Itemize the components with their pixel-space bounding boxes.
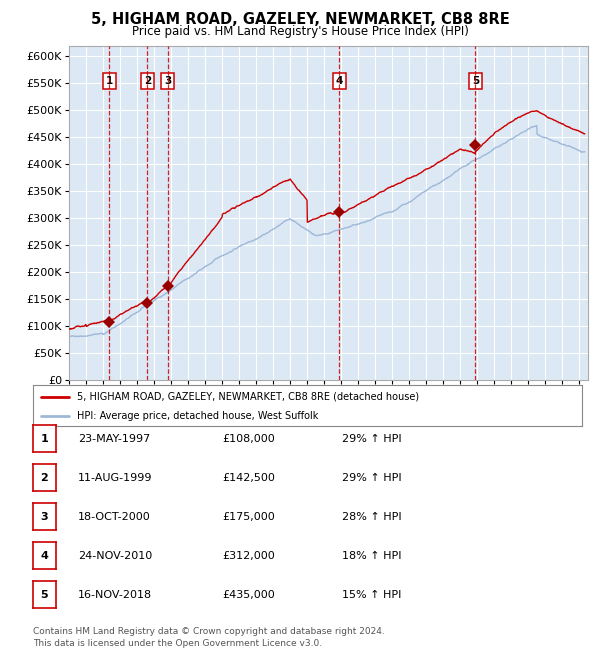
Text: 5, HIGHAM ROAD, GAZELEY, NEWMARKET, CB8 8RE: 5, HIGHAM ROAD, GAZELEY, NEWMARKET, CB8 … <box>91 12 509 27</box>
Text: 18-OCT-2000: 18-OCT-2000 <box>78 512 151 522</box>
Text: 29% ↑ HPI: 29% ↑ HPI <box>342 473 401 483</box>
Text: 3: 3 <box>41 512 48 522</box>
Text: 11-AUG-1999: 11-AUG-1999 <box>78 473 152 483</box>
Text: 5, HIGHAM ROAD, GAZELEY, NEWMARKET, CB8 8RE (detached house): 5, HIGHAM ROAD, GAZELEY, NEWMARKET, CB8 … <box>77 392 419 402</box>
Text: 4: 4 <box>40 551 49 561</box>
Text: 1: 1 <box>106 75 113 86</box>
Text: 5: 5 <box>472 75 479 86</box>
Text: 24-NOV-2010: 24-NOV-2010 <box>78 551 152 561</box>
Text: 15% ↑ HPI: 15% ↑ HPI <box>342 590 401 600</box>
Text: 18% ↑ HPI: 18% ↑ HPI <box>342 551 401 561</box>
Text: 29% ↑ HPI: 29% ↑ HPI <box>342 434 401 444</box>
Text: 2: 2 <box>41 473 48 483</box>
Text: 4: 4 <box>336 75 343 86</box>
Text: 3: 3 <box>164 75 171 86</box>
Text: £142,500: £142,500 <box>222 473 275 483</box>
Text: 1: 1 <box>41 434 48 444</box>
Text: £312,000: £312,000 <box>222 551 275 561</box>
Text: HPI: Average price, detached house, West Suffolk: HPI: Average price, detached house, West… <box>77 411 318 421</box>
Text: £175,000: £175,000 <box>222 512 275 522</box>
Text: Price paid vs. HM Land Registry's House Price Index (HPI): Price paid vs. HM Land Registry's House … <box>131 25 469 38</box>
Text: £435,000: £435,000 <box>222 590 275 600</box>
Text: 5: 5 <box>41 590 48 600</box>
Text: 2: 2 <box>143 75 151 86</box>
Text: Contains HM Land Registry data © Crown copyright and database right 2024.
This d: Contains HM Land Registry data © Crown c… <box>33 627 385 648</box>
Text: 28% ↑ HPI: 28% ↑ HPI <box>342 512 401 522</box>
Text: 16-NOV-2018: 16-NOV-2018 <box>78 590 152 600</box>
Text: 23-MAY-1997: 23-MAY-1997 <box>78 434 150 444</box>
Text: £108,000: £108,000 <box>222 434 275 444</box>
